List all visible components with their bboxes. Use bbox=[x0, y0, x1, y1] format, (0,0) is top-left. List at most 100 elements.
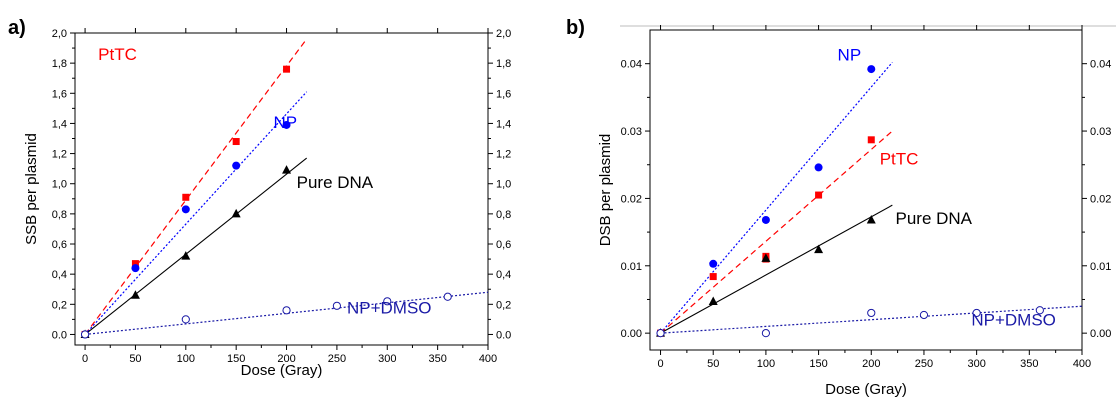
y-tick-label-right: 0,8 bbox=[496, 209, 511, 221]
x-axis-title: Dose (Gray) bbox=[825, 381, 907, 398]
data-point-open-circle bbox=[383, 297, 392, 306]
y-tick-label-right: 0.02 bbox=[1090, 193, 1111, 205]
y-tick-label-right: 1,0 bbox=[496, 179, 511, 191]
data-point-circle bbox=[232, 161, 241, 170]
data-point-square bbox=[131, 260, 139, 268]
fit-line bbox=[84, 91, 308, 335]
x-tick-label: 150 bbox=[809, 358, 827, 370]
x-tick-label: 350 bbox=[428, 353, 446, 365]
x-tick-label: 400 bbox=[1073, 358, 1091, 370]
x-tick-label: 150 bbox=[227, 353, 245, 365]
y-tick-label: 0,8 bbox=[52, 209, 67, 221]
data-point-open-circle bbox=[656, 329, 665, 338]
data-point-open-circle bbox=[332, 301, 342, 310]
series-label: NP+DMSO bbox=[347, 298, 432, 317]
x-tick-label: 0 bbox=[657, 358, 663, 370]
data-point-triangle bbox=[708, 296, 718, 305]
panel-letter: a) bbox=[8, 17, 26, 39]
y-tick-label: 1,0 bbox=[52, 179, 67, 191]
data-point-square bbox=[867, 136, 875, 144]
data-point-square bbox=[815, 191, 823, 199]
y-tick-label-right: 0.01 bbox=[1090, 261, 1111, 273]
x-axis-title: Dose (Gray) bbox=[241, 362, 323, 379]
data-point-circle bbox=[867, 65, 876, 74]
data-point-triangle bbox=[130, 290, 140, 299]
plot-frame bbox=[74, 32, 489, 346]
y-tick-label: 0,4 bbox=[52, 269, 67, 281]
y-tick-label-right: 0,2 bbox=[496, 299, 511, 311]
y-tick-label-right: 0.00 bbox=[1090, 328, 1111, 340]
y-axis-title: DSB per plasmid bbox=[597, 134, 614, 247]
panel-letter: b) bbox=[566, 17, 585, 39]
y-tick-label: 1,2 bbox=[52, 149, 67, 161]
fit-line bbox=[660, 130, 893, 334]
panel-b: b) 0 50 100 150 200 250 300 350 400 0.00 0.00 0.01 0.… bbox=[566, 17, 1116, 398]
y-tick-label-right: 1,4 bbox=[496, 118, 511, 130]
y-tick-label: 1,8 bbox=[52, 58, 67, 70]
data-point-open-circle bbox=[80, 330, 90, 339]
y-tick-label-right: 0.04 bbox=[1090, 59, 1111, 71]
data-point-circle bbox=[709, 259, 718, 268]
data-point-open-circle bbox=[867, 308, 876, 318]
x-tick-label: 50 bbox=[129, 353, 141, 365]
x-tick-label: 200 bbox=[277, 353, 295, 365]
data-point-square bbox=[283, 65, 291, 73]
y-tick-label: 0.03 bbox=[621, 126, 642, 138]
data-point-circle bbox=[814, 163, 823, 172]
x-tick-label: 100 bbox=[757, 358, 775, 370]
data-point-square bbox=[709, 273, 717, 281]
data-point-open-circle bbox=[443, 292, 452, 301]
y-tick-label: 0,6 bbox=[52, 239, 67, 251]
data-point-square bbox=[182, 193, 190, 201]
data-point-square bbox=[232, 138, 240, 146]
y-tick-label-right: 1,2 bbox=[496, 149, 511, 161]
data-point-circle bbox=[282, 120, 291, 129]
x-tick-label: 400 bbox=[479, 353, 497, 365]
data-point-open-circle bbox=[181, 315, 190, 324]
x-tick-label: 100 bbox=[177, 353, 195, 365]
data-point-open-circle bbox=[282, 306, 291, 315]
y-tick-label-right: 0.03 bbox=[1090, 126, 1111, 138]
x-tick-label: 300 bbox=[967, 358, 985, 370]
series-label: Pure DNA bbox=[896, 209, 973, 228]
fit-line bbox=[660, 61, 893, 334]
y-tick-label: 2,0 bbox=[52, 28, 67, 40]
y-tick-label-right: 1,6 bbox=[496, 88, 511, 100]
y-tick-label: 0.0 bbox=[52, 329, 67, 341]
y-tick-label-right: 1,8 bbox=[496, 58, 511, 70]
x-tick-label: 250 bbox=[915, 358, 933, 370]
y-tick-label: 1,4 bbox=[52, 118, 67, 130]
y-tick-label: 0.01 bbox=[621, 261, 642, 273]
series-label: Pure DNA bbox=[297, 173, 374, 192]
plot-frame bbox=[649, 29, 1083, 351]
data-point-circle bbox=[761, 215, 770, 224]
x-tick-label: 350 bbox=[1020, 358, 1038, 370]
data-point-open-circle bbox=[761, 329, 771, 338]
data-point-triangle bbox=[181, 251, 191, 260]
x-tick-label: 250 bbox=[328, 353, 346, 365]
y-tick-label: 1,6 bbox=[52, 88, 67, 100]
fit-line bbox=[84, 38, 308, 335]
series-label: PtTC bbox=[98, 45, 137, 64]
y-tick-label-right: 0,6 bbox=[496, 239, 511, 251]
series-label: NP bbox=[838, 45, 862, 64]
y-tick-label-right: 2,0 bbox=[496, 28, 511, 40]
data-point-circle bbox=[181, 205, 190, 214]
panel-a: a) 0 50 100 150 200 250 300 350 400 0.0 0.0 0,2 0,2 0,… bbox=[8, 17, 511, 379]
data-point-triangle bbox=[282, 165, 292, 174]
data-point-triangle bbox=[231, 208, 241, 218]
fit-line bbox=[85, 291, 489, 336]
y-tick-label: 0.04 bbox=[621, 59, 642, 71]
data-point-circle bbox=[131, 264, 140, 273]
x-tick-label: 0 bbox=[82, 353, 88, 365]
y-tick-label-right: 0.0 bbox=[496, 329, 511, 341]
y-tick-label: 0.02 bbox=[621, 193, 642, 205]
series-label: NP bbox=[273, 113, 297, 132]
data-point-open-circle bbox=[919, 310, 929, 320]
data-point-triangle bbox=[866, 214, 876, 224]
fit-line bbox=[660, 204, 893, 334]
data-point-triangle bbox=[761, 253, 771, 262]
x-tick-label: 300 bbox=[378, 353, 396, 365]
data-point-open-circle bbox=[972, 308, 981, 318]
